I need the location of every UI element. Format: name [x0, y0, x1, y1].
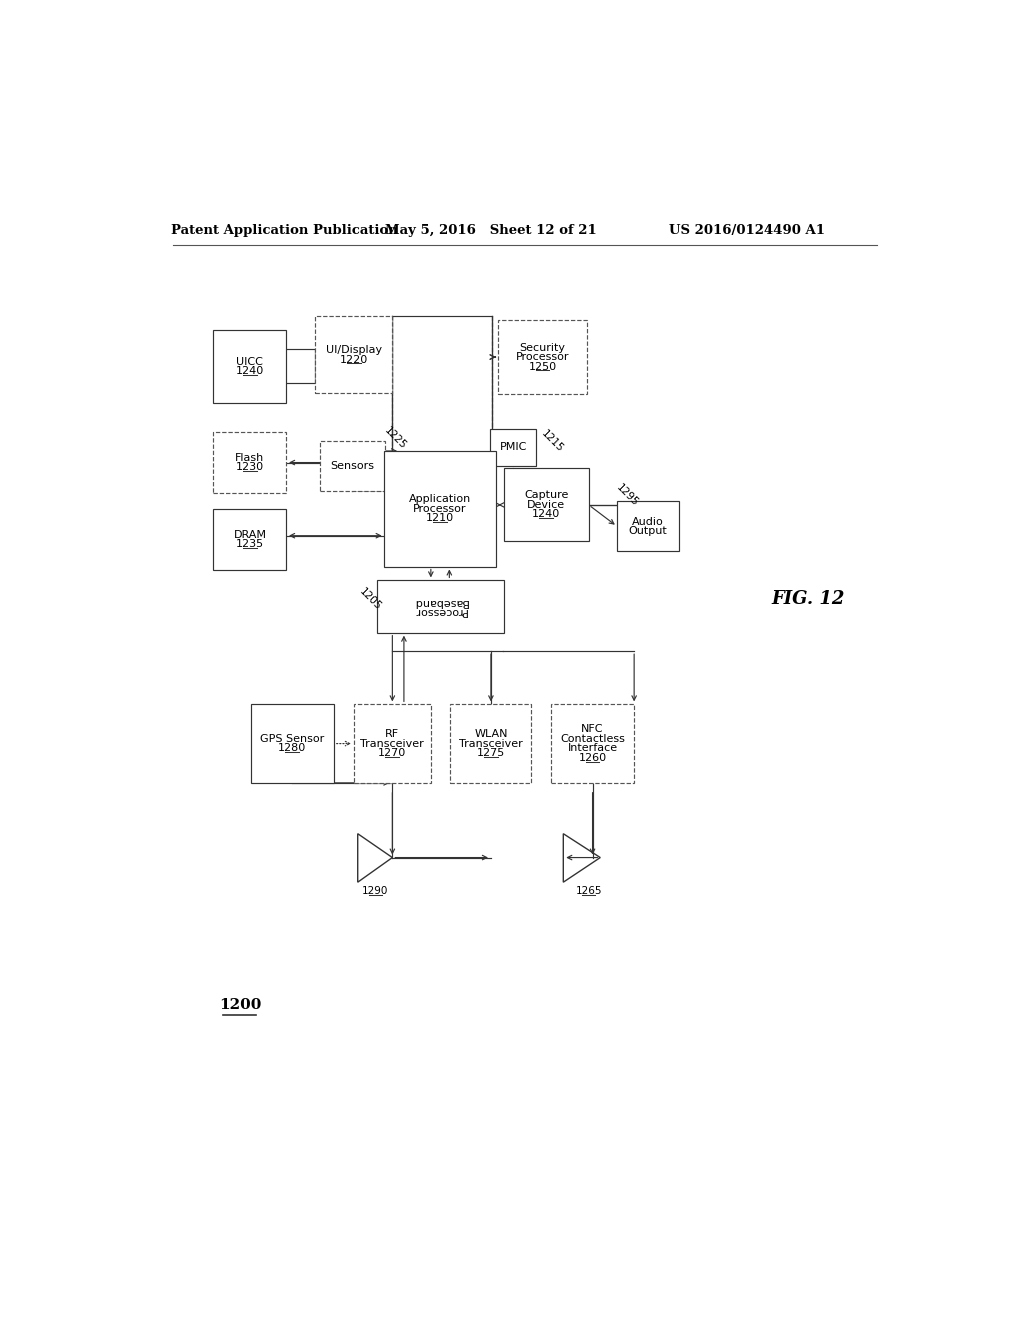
Bar [451, 705, 531, 783]
Text: 1200: 1200 [219, 998, 261, 1012]
Text: Flash: Flash [236, 453, 264, 463]
Text: 1275: 1275 [477, 748, 505, 758]
Text: 1250: 1250 [528, 362, 557, 372]
Text: Security: Security [519, 342, 565, 352]
Text: Patent Application Publication: Patent Application Publication [171, 223, 398, 236]
Text: Transceiver: Transceiver [459, 739, 523, 748]
Text: 1220: 1220 [340, 355, 368, 364]
Text: 1215: 1215 [540, 428, 565, 454]
Text: 1280: 1280 [279, 743, 306, 754]
Text: UICC: UICC [237, 356, 263, 367]
Bar [319, 441, 385, 491]
Bar [213, 432, 287, 494]
Bar [377, 581, 504, 632]
Text: 1260: 1260 [579, 752, 606, 763]
Text: Interface: Interface [567, 743, 617, 754]
Text: 1240: 1240 [236, 366, 264, 376]
Text: US 2016/0124490 A1: US 2016/0124490 A1 [669, 223, 824, 236]
Text: Processor: Processor [414, 504, 467, 513]
Text: Audio: Audio [632, 516, 664, 527]
Text: Sensors: Sensors [331, 462, 375, 471]
Bar [499, 321, 587, 393]
Text: Output: Output [629, 527, 668, 536]
Text: WLAN: WLAN [474, 729, 508, 739]
Text: Transceiver: Transceiver [360, 739, 424, 748]
Text: NFC: NFC [582, 725, 604, 734]
Text: 1265: 1265 [575, 887, 602, 896]
Text: PMIC: PMIC [500, 442, 527, 453]
Text: 1240: 1240 [532, 510, 560, 520]
Bar [213, 508, 287, 570]
Text: 1225: 1225 [383, 425, 409, 451]
Text: Capture: Capture [524, 490, 568, 500]
Text: 1230: 1230 [236, 462, 264, 473]
Text: Application: Application [409, 494, 471, 504]
Text: UI/Display: UI/Display [326, 345, 382, 355]
Text: May 5, 2016   Sheet 12 of 21: May 5, 2016 Sheet 12 of 21 [385, 223, 597, 236]
Text: Processor: Processor [414, 606, 467, 616]
Text: RF: RF [385, 729, 399, 739]
Bar [213, 330, 287, 403]
Text: Baseband: Baseband [413, 597, 468, 607]
Text: 1290: 1290 [362, 887, 388, 896]
Text: 1270: 1270 [378, 748, 407, 758]
Text: 1210: 1210 [426, 513, 455, 523]
Bar [551, 705, 634, 783]
Text: FIG. 12: FIG. 12 [771, 590, 845, 607]
Bar [315, 317, 392, 393]
Bar [384, 451, 496, 566]
Bar [251, 705, 334, 783]
Bar [617, 502, 679, 552]
Bar [504, 469, 589, 541]
Text: 1295: 1295 [614, 483, 640, 508]
Bar [490, 429, 537, 466]
Text: GPS Sensor: GPS Sensor [260, 734, 325, 744]
Text: 1205: 1205 [357, 587, 383, 612]
Text: Device: Device [527, 500, 565, 510]
Text: Processor: Processor [516, 352, 569, 362]
Bar [354, 705, 431, 783]
Text: Contactless: Contactless [560, 734, 625, 744]
Text: 1235: 1235 [236, 540, 264, 549]
Text: DRAM: DRAM [233, 529, 266, 540]
